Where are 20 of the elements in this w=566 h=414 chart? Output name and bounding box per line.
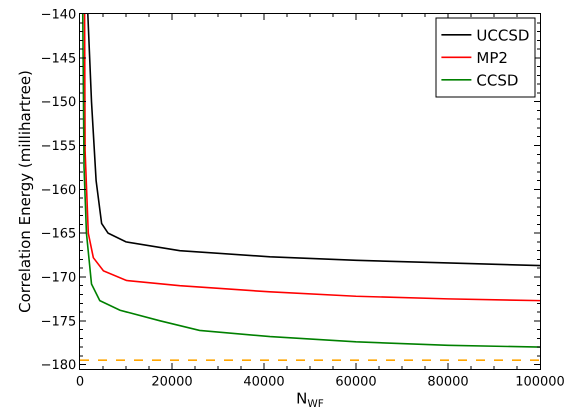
- legend-label: UCCSD: [476, 26, 530, 45]
- x-tick-label: 100000: [515, 374, 565, 390]
- y-tick-label: −180: [40, 358, 76, 374]
- y-tick-label: −160: [40, 182, 76, 198]
- x-tick-label: 0: [76, 374, 84, 390]
- x-axis-title: N$_{WF}$: [296, 390, 324, 410]
- y-tick-label: −165: [40, 226, 76, 242]
- x-tick-label: 80000: [427, 374, 469, 390]
- legend-label: MP2: [476, 49, 508, 68]
- y-tick-label: −155: [40, 139, 76, 154]
- y-tick-label: −175: [40, 314, 76, 330]
- y-tick-label: −145: [40, 51, 76, 66]
- y-tick-label: −140: [40, 8, 76, 23]
- x-tick-label: 60000: [335, 374, 377, 390]
- y-axis-title: Correlation Energy (millihartree): [16, 70, 34, 313]
- y-tick-label: −150: [40, 95, 76, 110]
- y-tick-label: −170: [40, 270, 76, 286]
- x-tick-label: 40000: [243, 374, 285, 390]
- x-tick-label: 20000: [151, 374, 193, 390]
- legend-label: CCSD: [476, 72, 518, 90]
